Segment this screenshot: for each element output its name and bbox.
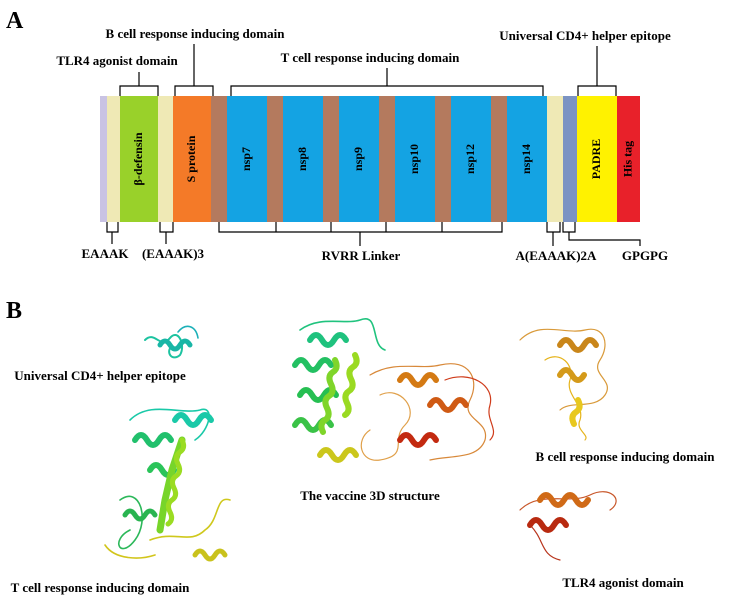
segment-nsp9 (339, 96, 379, 222)
segment-label-padre: PADRE (589, 139, 603, 179)
label-eaaak3: (EAAAK)3 (142, 246, 205, 261)
segment-nsp12 (451, 96, 491, 222)
eaaak3-bracket (159, 222, 174, 233)
segment-sprotein (173, 96, 211, 222)
segment-nsp14 (507, 96, 547, 222)
gpgpg-leader (568, 232, 641, 246)
segment-rvrr5 (435, 96, 451, 222)
segment-histag (617, 96, 640, 222)
segment-rvrr2 (267, 96, 283, 222)
caption-vaccine-structure: The vaccine 3D structure (300, 488, 440, 503)
segment-label-nsp12: nsp12 (463, 144, 477, 174)
segment-label-bdefensin: β-defensin (131, 132, 145, 185)
segment-label-nsp8: nsp8 (295, 147, 309, 171)
segment-nsp8 (283, 96, 323, 222)
label-tcell-domain: T cell response inducing domain (281, 50, 460, 65)
panel-a-label: A (6, 8, 24, 34)
segment-nsp7 (227, 96, 267, 222)
eaaak-bracket (106, 222, 119, 233)
segment-eaaak (107, 96, 120, 222)
label-eaaak: EAAAK (82, 246, 130, 261)
segment-bdefensin (120, 96, 158, 222)
segment-rvrr3 (323, 96, 339, 222)
caption-cd4-structure: Universal CD4+ helper epitope (14, 368, 186, 383)
label-cd4-epitope: Universal CD4+ helper epitope (499, 28, 671, 43)
segment-rvrr1 (211, 96, 227, 222)
segment-label-histag: His tag (620, 141, 634, 177)
segment-start (100, 96, 107, 222)
top-brackets (119, 44, 617, 96)
segment-label-nsp9: nsp9 (351, 147, 365, 171)
label-aeaaak2a: A(EAAAK)2A (516, 248, 597, 263)
caption-bcell-structure: B cell response inducing domain (536, 449, 716, 464)
bcell-structure (519, 328, 608, 441)
panel-b-label: B (6, 298, 22, 324)
cd4-bracket (577, 85, 617, 96)
segment-label-nsp10: nsp10 (407, 144, 421, 174)
tlr4-bracket (119, 85, 159, 96)
bcell-bracket (174, 85, 214, 96)
label-gpgpg: GPGPG (622, 248, 668, 263)
segment-aeaaak2a (547, 96, 563, 222)
caption-tcell-structure: T cell response inducing domain (11, 580, 190, 595)
label-tlr4-domain: TLR4 agonist domain (56, 53, 178, 68)
segment-rvrr4 (379, 96, 395, 222)
aeaaak2a-bracket (546, 222, 561, 233)
rvrr-bracket (218, 222, 503, 233)
caption-tlr4-structure: TLR4 agonist domain (562, 575, 684, 590)
construct-bar: β-defensin S protein nsp7 nsp8 nsp9 nsp10 nsp1… (100, 96, 640, 222)
segment-rvrr6 (491, 96, 507, 222)
segment-eaaak3 (158, 96, 173, 222)
gpgpg-bracket (562, 222, 576, 233)
segment-padre (577, 96, 617, 222)
tcell-structure (104, 408, 231, 562)
tcell-bracket (230, 85, 544, 96)
vaccine-structure (292, 317, 495, 463)
bottom-brackets (106, 222, 641, 246)
segment-nsp10 (395, 96, 435, 222)
segment-label-nsp14: nsp14 (519, 144, 533, 174)
cd4-structure (144, 325, 199, 359)
label-rvrr-linker: RVRR Linker (322, 248, 401, 263)
segment-label-sprotein: S protein (184, 135, 198, 182)
segment-label-nsp7: nsp7 (239, 147, 253, 171)
label-bcell-domain: B cell response inducing domain (106, 26, 286, 41)
tlr4-structure (519, 491, 617, 561)
segment-gpgpg (563, 96, 577, 222)
